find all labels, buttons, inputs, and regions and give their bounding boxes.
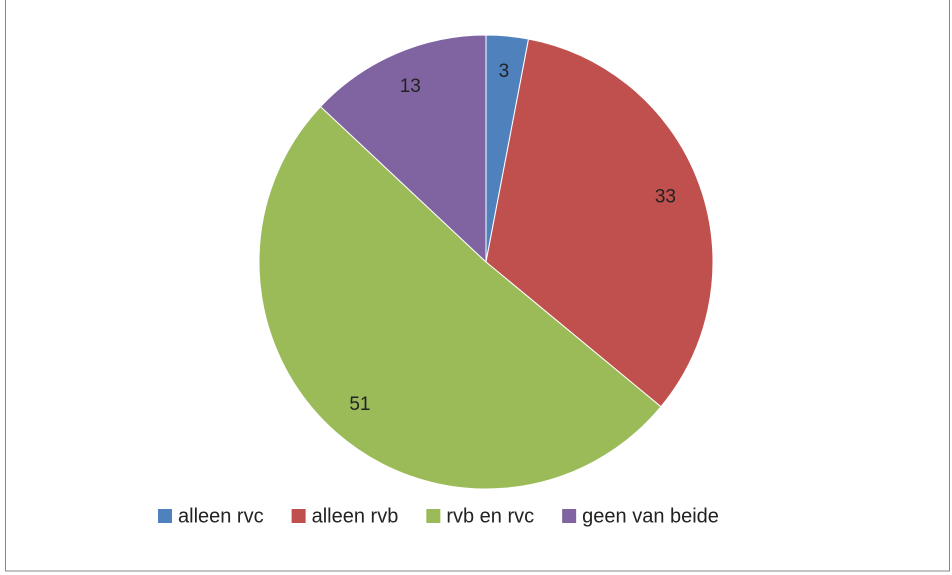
legend-swatch: [158, 509, 172, 523]
legend-label: alleen rvb: [312, 505, 399, 527]
pie-slice: [485, 38, 714, 408]
legend-label: geen van beide: [582, 505, 719, 527]
data-label: 13: [400, 76, 421, 97]
legend-label: rvb en rvc: [446, 505, 534, 527]
legend-swatch: [291, 509, 306, 523]
data-label: 51: [349, 394, 370, 415]
legend-label: alleen rvc: [178, 505, 264, 527]
legend-swatch: [426, 509, 441, 523]
legend-swatch: [562, 509, 577, 523]
data-label: 33: [655, 186, 676, 207]
data-label: 3: [499, 61, 510, 82]
pie-slice: [258, 105, 662, 490]
pie-slice: [319, 34, 487, 264]
